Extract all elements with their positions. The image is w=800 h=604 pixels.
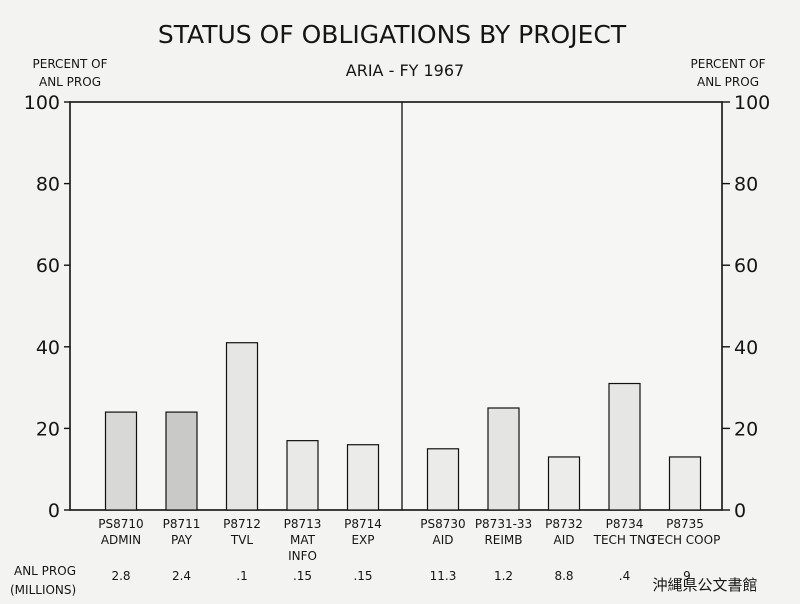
left-tick-label: 40: [36, 337, 60, 359]
category-label: EXP: [351, 533, 374, 547]
bar: [225, 342, 259, 511]
right-tick-label: 0: [734, 500, 746, 522]
right-tick-label: 20: [734, 418, 758, 440]
category-label: P8735: [666, 517, 704, 531]
bar: [487, 407, 520, 511]
category-label: P8711: [163, 517, 201, 531]
anl-prog-value: 8.8: [554, 569, 573, 583]
bar: [608, 382, 641, 511]
category-label: P8732: [545, 517, 583, 531]
category-label: AID: [433, 533, 454, 547]
category-label: TVL: [230, 533, 254, 547]
anl-prog-value: .15: [353, 569, 372, 583]
bar: [547, 456, 581, 511]
right-tick-label: 60: [734, 255, 758, 277]
category-label: REIMB: [484, 533, 522, 547]
category-label: P8714: [344, 517, 382, 531]
left-tick-label: 0: [48, 500, 60, 522]
category-label: PAY: [171, 533, 193, 547]
bar: [668, 456, 702, 511]
right-tick-label: 40: [734, 337, 758, 359]
left-axis-label-line2: ANL PROG: [39, 75, 101, 89]
anl-prog-units-label: (MILLIONS): [10, 583, 76, 597]
category-label: P8734: [606, 517, 644, 531]
right-tick-label: 80: [734, 174, 758, 196]
category-label: P8712: [223, 517, 261, 531]
anl-prog-value: .9: [679, 569, 690, 583]
left-tick-label: 80: [36, 174, 60, 196]
anl-prog-value: .4: [619, 569, 630, 583]
anl-prog-value: .15: [293, 569, 312, 583]
anl-prog-value: 11.3: [430, 569, 457, 583]
watermark-stamp: 沖縄県公文書館: [652, 576, 757, 594]
anl-prog-value: .1: [236, 569, 247, 583]
anl-prog-value: 2.4: [172, 569, 191, 583]
category-label: MAT: [290, 533, 316, 547]
plot-area: 0 0 20 20 40 40 60 60 80 80 100 100 PS8710 ADMIN 2.8 P8…: [24, 92, 771, 583]
category-label: PS8710: [98, 517, 143, 531]
anl-prog-row-label: ANL PROG: [14, 564, 76, 578]
bar: [104, 411, 138, 511]
bar: [346, 444, 380, 511]
category-label: INFO: [288, 549, 317, 563]
chart-subtitle: ARIA - FY 1967: [346, 61, 464, 80]
category-label: ADMIN: [101, 533, 141, 547]
anl-prog-value: 1.2: [494, 569, 513, 583]
category-label: TECH COOP: [649, 533, 721, 547]
right-axis-label-line2: ANL PROG: [697, 75, 759, 89]
category-label: PS8730: [420, 517, 465, 531]
bar: [426, 448, 460, 511]
category-label: AID: [554, 533, 575, 547]
right-tick-label: 100: [734, 92, 770, 114]
right-axis-label-line1: PERCENT OF: [691, 57, 766, 71]
category-label: P8731-33: [475, 517, 532, 531]
bar: [286, 440, 319, 511]
bar: [165, 411, 198, 511]
left-tick-label: 60: [36, 255, 60, 277]
left-tick-label: 20: [36, 418, 60, 440]
category-label: TECH TNG: [593, 533, 656, 547]
left-tick-label: 100: [24, 92, 60, 114]
anl-prog-value: 2.8: [111, 569, 130, 583]
category-label: P8713: [284, 517, 322, 531]
left-axis-label-line1: PERCENT OF: [33, 57, 108, 71]
chart-title: STATUS OF OBLIGATIONS BY PROJECT: [158, 20, 627, 49]
